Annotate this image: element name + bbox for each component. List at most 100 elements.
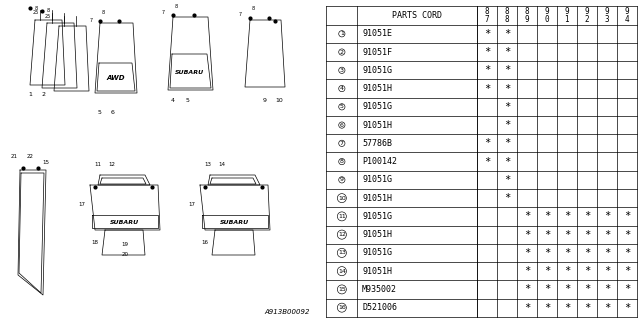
Text: 91051G: 91051G (362, 175, 392, 184)
Text: *: * (604, 266, 610, 276)
Text: 91051G: 91051G (362, 248, 392, 257)
Text: 22: 22 (26, 155, 33, 159)
Text: 16: 16 (202, 241, 209, 245)
Text: *: * (584, 284, 590, 294)
Text: *: * (564, 303, 570, 313)
Text: *: * (504, 138, 510, 148)
Text: *: * (623, 248, 630, 258)
Text: 8: 8 (252, 6, 255, 12)
Text: *: * (504, 120, 510, 130)
Text: 9: 9 (263, 98, 267, 102)
Text: 91051H: 91051H (362, 267, 392, 276)
Text: *: * (623, 266, 630, 276)
Text: *: * (524, 230, 530, 240)
Text: 4: 4 (171, 98, 175, 102)
Text: 2: 2 (340, 50, 344, 54)
Text: D521006: D521006 (362, 303, 397, 312)
Text: *: * (504, 29, 510, 39)
Text: *: * (564, 284, 570, 294)
Text: 15: 15 (338, 287, 346, 292)
Text: AWD: AWD (107, 75, 125, 81)
Text: 14: 14 (218, 163, 225, 167)
Text: 9
2: 9 2 (584, 7, 589, 24)
Text: SUBARU: SUBARU (110, 220, 140, 225)
Text: *: * (504, 175, 510, 185)
Text: A913B00092: A913B00092 (264, 309, 310, 315)
Text: 7: 7 (90, 19, 93, 23)
Text: *: * (543, 266, 550, 276)
Text: 12: 12 (109, 163, 115, 167)
Text: 25: 25 (45, 13, 51, 19)
Text: 9
4: 9 4 (625, 7, 629, 24)
Text: 1: 1 (340, 31, 344, 36)
Text: PARTS CORD: PARTS CORD (392, 11, 442, 20)
Text: *: * (584, 230, 590, 240)
Text: 91051H: 91051H (362, 230, 392, 239)
Text: *: * (504, 84, 510, 93)
Text: 2: 2 (42, 92, 46, 98)
Text: 11: 11 (95, 163, 102, 167)
Text: 19: 19 (122, 243, 129, 247)
Text: *: * (623, 303, 630, 313)
Text: *: * (584, 303, 590, 313)
Text: *: * (484, 138, 490, 148)
Text: 17: 17 (189, 203, 195, 207)
Text: 91051F: 91051F (362, 48, 392, 57)
Text: 11: 11 (338, 214, 346, 219)
Text: 57786B: 57786B (362, 139, 392, 148)
Text: *: * (543, 303, 550, 313)
Text: 8: 8 (35, 5, 38, 11)
Text: 16: 16 (338, 305, 346, 310)
Text: 9: 9 (340, 177, 344, 182)
Text: *: * (564, 248, 570, 258)
Text: *: * (604, 248, 610, 258)
Text: 8: 8 (340, 159, 344, 164)
Text: 10: 10 (275, 98, 283, 102)
Text: 91051G: 91051G (362, 212, 392, 221)
Text: 1: 1 (28, 92, 32, 98)
Text: *: * (604, 303, 610, 313)
Text: 5: 5 (186, 98, 190, 102)
Text: 9
1: 9 1 (564, 7, 569, 24)
Text: *: * (623, 230, 630, 240)
Text: *: * (543, 230, 550, 240)
Text: SUBARU: SUBARU (220, 220, 250, 225)
Text: 10: 10 (338, 196, 346, 201)
Text: 8
8: 8 8 (504, 7, 509, 24)
Text: *: * (564, 230, 570, 240)
Text: 91051H: 91051H (362, 121, 392, 130)
Text: *: * (604, 212, 610, 221)
Text: *: * (584, 266, 590, 276)
Text: *: * (584, 248, 590, 258)
Text: 91051G: 91051G (362, 66, 392, 75)
Text: 91051E: 91051E (362, 29, 392, 38)
Text: *: * (604, 284, 610, 294)
Text: 7: 7 (239, 12, 241, 18)
Text: 8: 8 (175, 4, 177, 9)
Text: 4: 4 (340, 86, 344, 91)
Text: P100142: P100142 (362, 157, 397, 166)
Text: *: * (524, 303, 530, 313)
Text: 91051H: 91051H (362, 194, 392, 203)
Text: *: * (524, 266, 530, 276)
Text: 13: 13 (205, 163, 211, 167)
Text: *: * (543, 212, 550, 221)
Text: 15: 15 (42, 161, 49, 165)
Text: *: * (604, 230, 610, 240)
Text: *: * (504, 47, 510, 57)
Text: 5: 5 (340, 104, 344, 109)
Text: *: * (504, 102, 510, 112)
Text: 17: 17 (79, 203, 86, 207)
Text: *: * (484, 84, 490, 93)
Text: 6: 6 (111, 110, 115, 116)
Text: 6: 6 (340, 123, 344, 128)
Text: 8
9: 8 9 (524, 7, 529, 24)
Text: *: * (543, 248, 550, 258)
Text: 91051G: 91051G (362, 102, 392, 111)
Text: *: * (504, 193, 510, 203)
Text: 7: 7 (161, 10, 164, 14)
Text: *: * (504, 156, 510, 167)
Text: 9
0: 9 0 (545, 7, 549, 24)
Text: *: * (524, 248, 530, 258)
Text: *: * (543, 284, 550, 294)
